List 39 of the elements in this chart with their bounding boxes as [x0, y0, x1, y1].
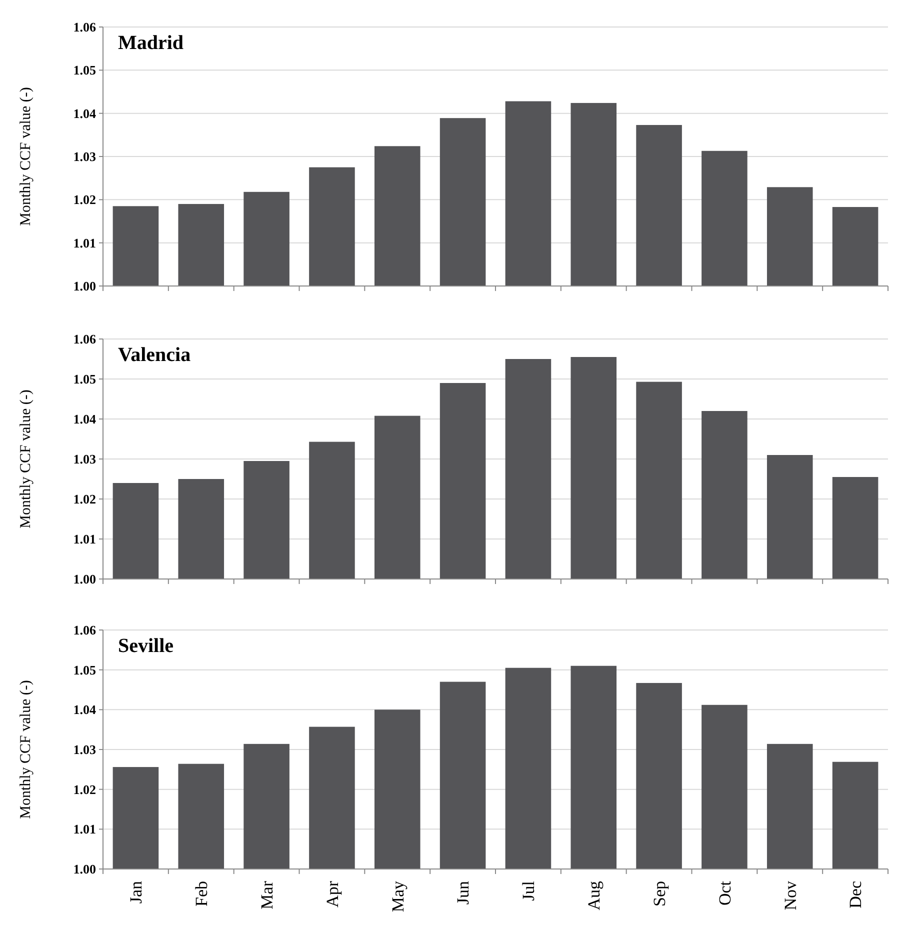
x-tick-label: Aug	[584, 880, 604, 910]
y-tick-label: 1.03	[73, 452, 96, 467]
y-tick-label: 1.03	[73, 149, 96, 164]
x-tick-label: Jul	[519, 880, 538, 901]
y-tick-label: 1.01	[73, 532, 96, 547]
y-tick-label: 1.00	[73, 278, 96, 294]
y-tick-label: 1.01	[73, 235, 96, 250]
x-tick-label: Sep	[650, 881, 669, 906]
x-tick-label: Nov	[780, 880, 800, 910]
y-tick-label: 1.05	[73, 62, 96, 78]
y-axis-title: Monthly CCF value (-)	[18, 680, 34, 819]
y-tick-label: 1.06	[73, 20, 96, 35]
x-tick-label: Jun	[454, 880, 473, 905]
y-tick-label: 1.03	[73, 742, 96, 758]
x-tick-label: Oct	[715, 880, 734, 906]
y-tick-label: 1.05	[73, 662, 96, 678]
x-tick-label: Feb	[192, 881, 212, 906]
x-tick-label: May	[388, 880, 408, 912]
y-tick-label: 1.01	[73, 822, 96, 837]
y-tick-label: 1.00	[73, 572, 96, 587]
y-axis-title: Monthly CCF value (-)	[18, 390, 34, 528]
y-tick-label: 1.05	[73, 372, 96, 387]
y-tick-label: 1.04	[73, 412, 96, 427]
chart-title: Madrid	[118, 32, 184, 54]
x-tick-label: Dec	[846, 880, 866, 908]
chart-title: Seville	[118, 635, 174, 657]
y-tick-label: 1.02	[73, 782, 96, 797]
y-tick-label: 1.04	[73, 106, 96, 121]
x-tick-label: Apr	[322, 880, 342, 908]
x-tick-label: Mar	[257, 880, 276, 910]
y-tick-label: 1.00	[73, 862, 96, 877]
chart-title: Valencia	[118, 344, 191, 366]
x-tick-label: Jan	[126, 880, 146, 904]
y-tick-label: 1.02	[73, 192, 96, 208]
y-tick-label: 1.04	[73, 702, 96, 718]
y-tick-label: 1.06	[73, 622, 96, 638]
y-tick-label: 1.06	[73, 332, 96, 347]
y-tick-label: 1.02	[73, 492, 96, 507]
y-axis-title: Monthly CCF value (-)	[18, 87, 34, 226]
